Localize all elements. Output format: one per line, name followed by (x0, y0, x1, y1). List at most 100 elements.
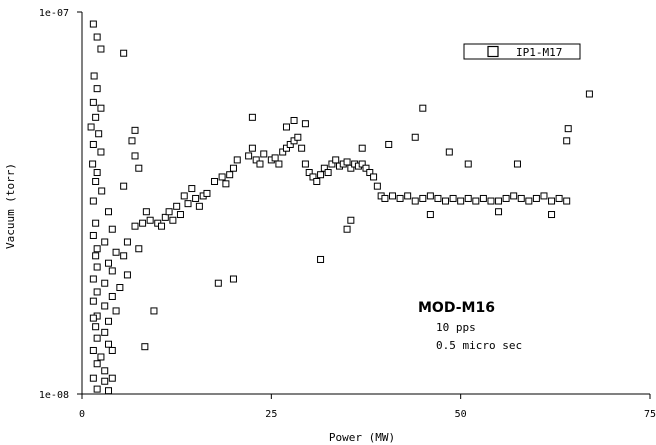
data-point (279, 148, 287, 156)
data-point (105, 387, 113, 395)
data-point (301, 160, 309, 168)
data-point (218, 173, 226, 181)
data-point (97, 148, 105, 156)
data-point (93, 360, 101, 368)
data-point (370, 173, 378, 181)
data-point (449, 194, 457, 202)
data-point (290, 116, 298, 124)
data-point (419, 194, 427, 202)
data-point (93, 245, 101, 253)
data-point (93, 169, 101, 177)
data-point (92, 252, 100, 260)
data-point (510, 192, 518, 200)
data-point (120, 182, 128, 190)
data-point (555, 194, 563, 202)
data-point (93, 85, 101, 93)
data-point (320, 164, 328, 172)
data-point (101, 238, 109, 246)
annotation-title: MOD-M16 (418, 300, 495, 316)
x-tick-label: 0 (79, 409, 85, 420)
data-point (108, 374, 116, 382)
data-point (248, 144, 256, 152)
data-point (419, 104, 427, 112)
data-point (89, 20, 97, 28)
data-point (195, 202, 203, 210)
annotation-pulse-width: 0.5 micro sec (436, 339, 522, 352)
data-point (139, 219, 147, 227)
data-point (203, 189, 211, 197)
data-point (192, 194, 200, 202)
data-point (282, 123, 290, 131)
data-point (92, 323, 100, 331)
data-point (97, 104, 105, 112)
data-point (563, 137, 571, 145)
data-point (95, 130, 103, 138)
data-point (92, 177, 100, 185)
data-point (324, 169, 332, 177)
legend: IP1-M17 (463, 43, 581, 60)
data-point (131, 152, 139, 160)
data-point (101, 302, 109, 310)
data-point (101, 279, 109, 287)
data-point (93, 334, 101, 342)
data-point (445, 148, 453, 156)
data-point (89, 346, 97, 354)
data-point (229, 164, 237, 172)
data-point (93, 33, 101, 41)
x-tick-label: 25 (265, 409, 277, 420)
data-point (256, 160, 264, 168)
data-point (248, 113, 256, 121)
data-point (294, 133, 302, 141)
data-point (87, 123, 95, 131)
x-tick-label: 50 (455, 409, 467, 420)
data-point (89, 297, 97, 305)
data-point (563, 197, 571, 205)
annotation-rep-rate: 10 pps (436, 321, 476, 334)
data-point (131, 222, 139, 230)
data-point (290, 137, 298, 145)
data-point (313, 177, 321, 185)
data-point (373, 182, 381, 190)
data-point (135, 164, 143, 172)
data-point (479, 194, 487, 202)
data-points (87, 20, 593, 395)
data-point (487, 197, 495, 205)
data-point (180, 192, 188, 200)
data-point (89, 140, 97, 148)
data-point (317, 255, 325, 263)
x-axis-label: Power (MW) (329, 431, 395, 444)
data-point (97, 353, 105, 361)
data-point (141, 343, 149, 351)
data-point (332, 156, 340, 164)
data-point (93, 385, 101, 393)
data-point (120, 252, 128, 260)
data-point (108, 267, 116, 275)
data-point (229, 275, 237, 283)
data-point (89, 275, 97, 283)
data-point (495, 208, 503, 216)
data-point (188, 185, 196, 193)
data-point (275, 160, 283, 168)
data-point (362, 164, 370, 172)
data-point (385, 140, 393, 148)
data-point (396, 194, 404, 202)
data-point (366, 169, 374, 177)
y-axis-label: Vacuum (torr) (4, 163, 17, 249)
data-point (92, 113, 100, 121)
data-point (298, 144, 306, 152)
data-point (442, 197, 450, 205)
data-point (426, 192, 434, 200)
data-point (89, 374, 97, 382)
data-point (343, 225, 351, 233)
data-point (98, 187, 106, 195)
data-point (513, 160, 521, 168)
data-point (123, 271, 131, 279)
data-point (517, 194, 525, 202)
data-point (347, 164, 355, 172)
data-point (472, 197, 480, 205)
data-point (173, 202, 181, 210)
data-point (317, 171, 325, 179)
data-point (101, 367, 109, 375)
